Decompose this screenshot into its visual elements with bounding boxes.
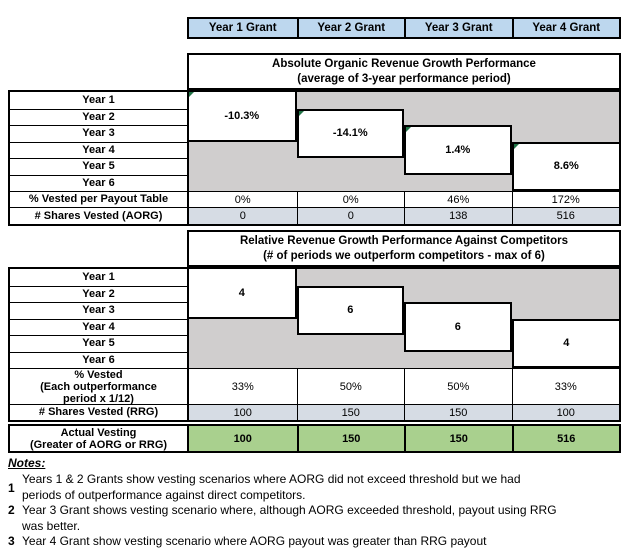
grant-header-row: Year 1 Grant Year 2 Grant Year 3 Grant Y… xyxy=(187,17,621,39)
note-line: Years 1 & 2 Grants show vesting scenario… xyxy=(22,472,521,486)
note-line: was better. xyxy=(22,518,81,533)
rrg-section-title: Relative Revenue Growth Performance Agai… xyxy=(187,230,621,267)
aorg-shares-cell: 0 xyxy=(189,207,297,224)
rrg-pct-label-line2: (Each outperformance xyxy=(40,380,157,393)
actual-vesting-cell: 100 xyxy=(189,426,297,451)
aorg-value-grant2: -14.1% xyxy=(296,108,404,158)
rrg-value-text: 6 xyxy=(347,304,354,317)
rrg-value-grant2: 6 xyxy=(296,285,404,335)
aorg-value-grant4: 8.6% xyxy=(511,141,619,191)
rrg-year-label: Year 5 xyxy=(10,335,189,352)
note-2: 2 Year 3 Grant shows vesting scenario wh… xyxy=(8,503,624,534)
actual-vesting-label-line2: (Greater of AORG or RRG) xyxy=(29,438,168,451)
note-line: Year 3 Grant shows vesting scenario wher… xyxy=(22,503,557,517)
note-number: 1 xyxy=(8,480,15,495)
aorg-year-label: Year 2 xyxy=(10,108,189,125)
grant-header-year4: Year 4 Grant xyxy=(511,19,620,37)
aorg-shares-label: # Shares Vested (AORG) xyxy=(10,207,189,224)
rrg-shares-cell: 150 xyxy=(404,404,512,420)
rrg-title-line1: Relative Revenue Growth Performance Agai… xyxy=(239,234,569,247)
rrg-year-label: Year 3 xyxy=(10,302,189,319)
rrg-value-text: 4 xyxy=(563,337,570,350)
rrg-shares-label: # Shares Vested (RRG) xyxy=(10,404,189,420)
aorg-section-title: Absolute Organic Revenue Growth Performa… xyxy=(187,53,621,90)
notes-heading: Notes: xyxy=(8,456,46,470)
aorg-pct-vested-cell: 46% xyxy=(404,191,512,207)
aorg-shares-cell: 138 xyxy=(404,207,512,224)
note-1: 1 Years 1 & 2 Grants show vesting scenar… xyxy=(8,472,624,503)
rrg-pct-vested-cell: 50% xyxy=(404,368,512,404)
aorg-year-label: Year 5 xyxy=(10,158,189,175)
aorg-value-text: -10.3% xyxy=(224,109,260,122)
rrg-pct-vested-label: % Vested (Each outperformance period x 1… xyxy=(10,368,189,405)
rrg-pct-label-line3: period x 1/12) xyxy=(63,392,134,405)
note-text: Year 4 Grant show vesting scenario where… xyxy=(22,534,486,549)
note-number: 3 xyxy=(8,534,15,548)
aorg-shares-cell: 0 xyxy=(296,207,404,224)
aorg-year-label: Year 4 xyxy=(10,141,189,158)
aorg-pct-vested-cell: 172% xyxy=(511,191,619,207)
rrg-value-text: 6 xyxy=(454,320,461,333)
aorg-title-line1: Absolute Organic Revenue Growth Performa… xyxy=(272,57,536,70)
rrg-table: Year 1 Year 2 Year 3 Year 4 Year 5 Year … xyxy=(8,267,621,422)
actual-vesting-cell: 150 xyxy=(404,426,512,451)
actual-vesting-row: Actual Vesting (Greater of AORG or RRG) … xyxy=(8,424,621,453)
rrg-pct-label-line1: % Vested xyxy=(74,368,123,381)
aorg-table: Year 1 Year 2 Year 3 Year 4 Year 5 Year … xyxy=(8,90,621,226)
actual-vesting-label-line1: Actual Vesting xyxy=(60,426,137,439)
aorg-year-label: Year 3 xyxy=(10,125,189,142)
note-text: Years 1 & 2 Grants show vesting scenario… xyxy=(22,472,521,503)
grant-header-year2: Year 2 Grant xyxy=(296,19,405,37)
aorg-year-label: Year 1 xyxy=(10,92,189,109)
rrg-year-label: Year 4 xyxy=(10,318,189,335)
rrg-year-label: Year 1 xyxy=(10,269,189,286)
rrg-year-label: Year 2 xyxy=(10,285,189,302)
cell-flag-icon xyxy=(189,92,194,97)
aorg-title-line2: (average of 3-year performance period) xyxy=(297,72,511,85)
aorg-shares-cell: 516 xyxy=(511,207,619,224)
aorg-pct-vested-cell: 0% xyxy=(189,191,297,207)
rrg-value-text: 4 xyxy=(238,286,245,299)
rrg-year-label: Year 6 xyxy=(10,351,189,368)
aorg-year-label: Year 6 xyxy=(10,174,189,191)
rrg-shares-cell: 150 xyxy=(296,404,404,420)
rrg-pct-vested-cell: 33% xyxy=(189,368,297,404)
note-line: Year 4 Grant show vesting scenario where… xyxy=(22,534,487,548)
rrg-pct-vested-cell: 33% xyxy=(511,368,619,404)
rrg-value-grant3: 6 xyxy=(404,302,512,352)
grant-header-year1: Year 1 Grant xyxy=(208,22,277,34)
note-number: 2 xyxy=(8,503,15,517)
rrg-title-line2: (# of periods we outperform competitors … xyxy=(263,249,545,262)
notes-section: Notes: 1 Years 1 & 2 Grants show vesting… xyxy=(8,456,624,549)
cell-flag-icon xyxy=(298,110,304,116)
aorg-value-grant1: -10.3% xyxy=(189,92,297,142)
rrg-shares-cell: 100 xyxy=(189,404,297,420)
rrg-shares-cell: 100 xyxy=(511,404,619,420)
note-line: periods of outperformance against direct… xyxy=(22,487,306,502)
note-3: 3 Year 4 Grant show vesting scenario whe… xyxy=(8,534,624,549)
aorg-value-text: 1.4% xyxy=(445,143,471,156)
aorg-pct-vested-label: % Vested per Payout Table xyxy=(10,191,189,207)
aorg-value-text: -14.1% xyxy=(332,127,368,140)
aorg-value-grant3: 1.4% xyxy=(404,125,512,175)
actual-vesting-cell: 516 xyxy=(511,426,619,451)
rrg-value-grant4: 4 xyxy=(511,318,619,368)
aorg-pct-vested-cell: 0% xyxy=(296,191,404,207)
actual-vesting-cell: 150 xyxy=(296,426,404,451)
grant-header-year3: Year 3 Grant xyxy=(404,19,512,37)
cell-flag-icon xyxy=(406,127,411,132)
actual-vesting-label: Actual Vesting (Greater of AORG or RRG) xyxy=(10,426,189,451)
note-text: Year 3 Grant shows vesting scenario wher… xyxy=(22,503,557,534)
rrg-pct-vested-cell: 50% xyxy=(296,368,404,404)
rrg-value-grant1: 4 xyxy=(189,269,297,319)
cell-flag-icon xyxy=(513,143,519,149)
aorg-value-text: 8.6% xyxy=(553,160,579,173)
